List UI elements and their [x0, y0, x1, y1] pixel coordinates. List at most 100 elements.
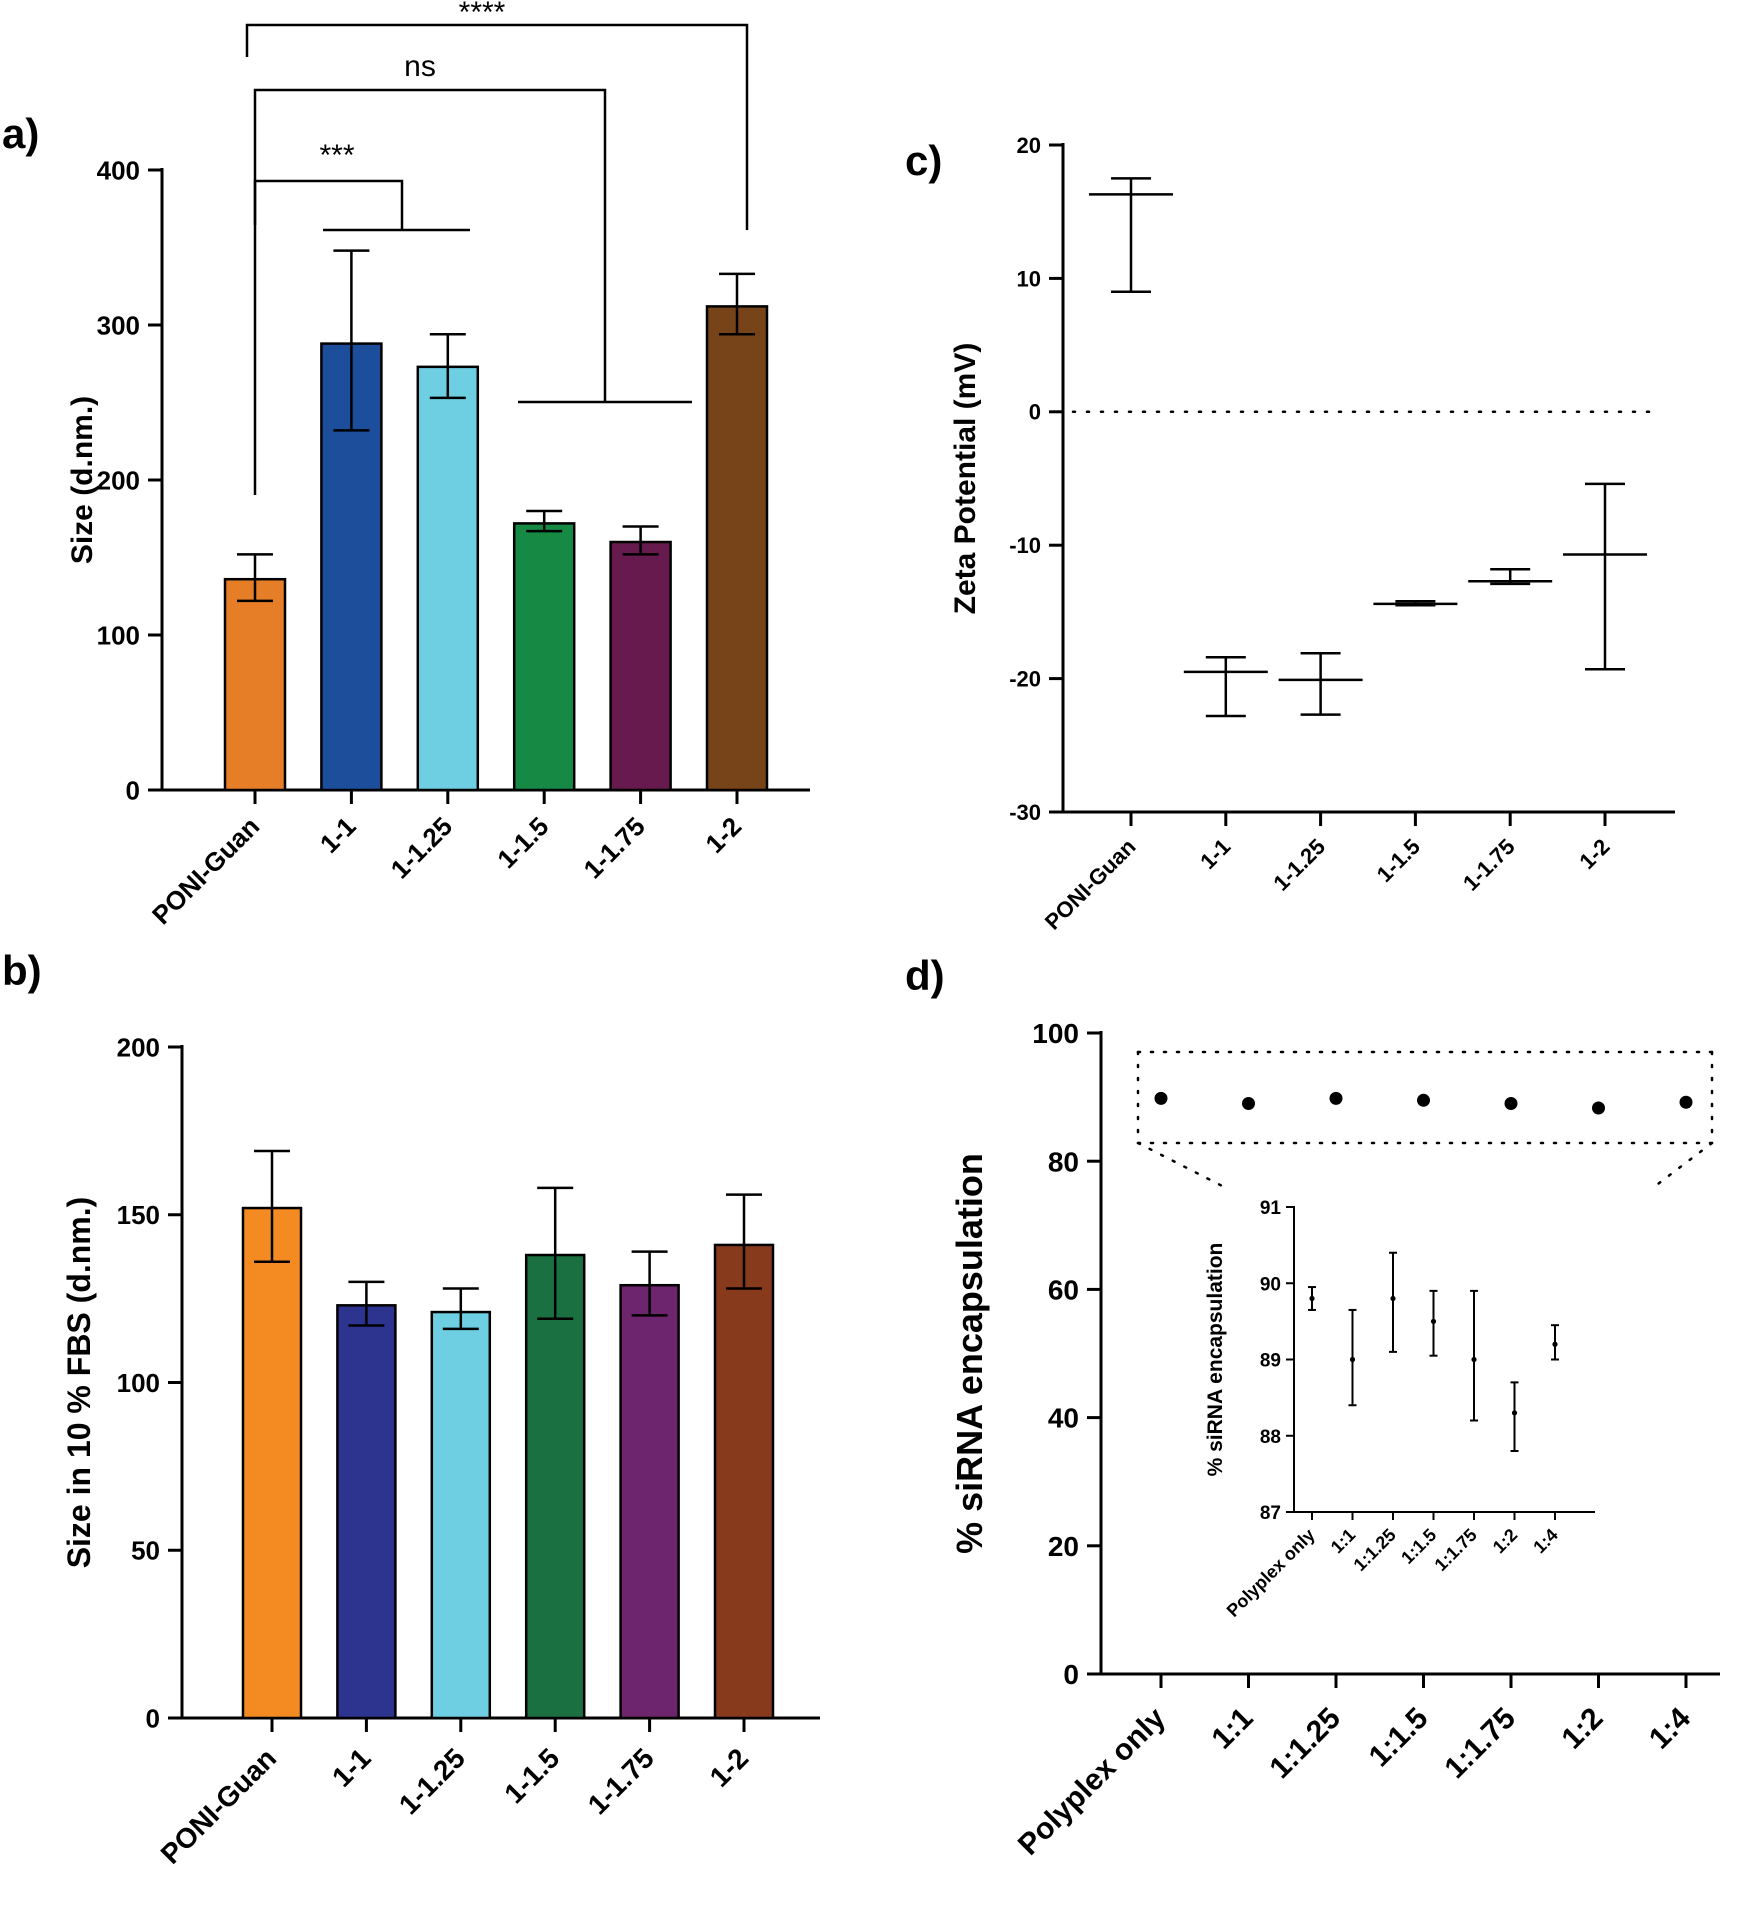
- x-tick-label: 1:1.5: [1363, 1702, 1435, 1774]
- inset-x-tick-label: 1:1: [1327, 1525, 1360, 1558]
- chart-a: 0 100 200 300 400 PONI-Guan 1-1 1-1.25 1-1.5 1-1.…: [66, 0, 810, 930]
- x-tick-label: 1-1.75: [577, 811, 650, 884]
- significance-brackets: *** ns ****: [245, 0, 749, 495]
- y-tick-label: -30: [1009, 800, 1041, 825]
- bracket-line: [245, 23, 749, 230]
- bracket-line: [253, 88, 607, 495]
- data-point: [1504, 1097, 1518, 1111]
- y-tick-label: 0: [146, 1703, 160, 1733]
- y-tick-label: 40: [1048, 1403, 1079, 1434]
- bar: [336, 1304, 397, 1720]
- x-tick-label: 1-1.75: [1458, 834, 1520, 896]
- bracket-line: [253, 179, 404, 230]
- y-tick-label: 0: [1063, 1659, 1079, 1690]
- panel-label-d: d): [905, 952, 945, 999]
- y-tick-label: 60: [1048, 1274, 1079, 1305]
- inset-x-tick-label: 1:4: [1529, 1525, 1562, 1558]
- x-tick-label: 1-1.5: [498, 1742, 565, 1809]
- x-tick-label: 1-1.25: [1268, 834, 1330, 896]
- x-tick-label: PONI-Guan: [146, 811, 265, 930]
- inset-data-point: [1511, 1410, 1518, 1416]
- x-tick-label: 1:2: [1555, 1702, 1609, 1756]
- y-tick-label: 300: [97, 310, 140, 340]
- x-tick-label: 1-2: [1574, 834, 1614, 874]
- y-tick-label: 20: [1048, 1531, 1079, 1562]
- x-tick-label: 1-2: [704, 1742, 755, 1793]
- inset-y-tick-label: 88: [1260, 1427, 1281, 1448]
- data-point: [1592, 1101, 1605, 1115]
- zoom-connector-left: [1136, 1141, 1232, 1192]
- y-tick-label: 100: [1032, 1018, 1079, 1049]
- significance-label: ns: [404, 50, 436, 83]
- x-tick-label: PONI-Guan: [1040, 834, 1141, 935]
- x-tick-label: 1:4: [1643, 1701, 1697, 1755]
- x-tick-label: 1-1: [1195, 834, 1235, 874]
- bar: [416, 365, 480, 792]
- y-tick-label: -10: [1009, 533, 1041, 558]
- inset-y-tick-label: 90: [1260, 1274, 1281, 1295]
- x-tick-label: PONI-Guan: [155, 1742, 283, 1870]
- inset-x-tick-label: Polyplex only: [1223, 1525, 1319, 1621]
- y-axis-title: Size (d.nm.): [66, 396, 99, 564]
- x-tick-label: 1-1.5: [1372, 834, 1425, 887]
- y-tick-label: 100: [117, 1368, 160, 1398]
- bar: [619, 1283, 680, 1720]
- bar: [713, 1243, 775, 1720]
- y-axis-title: Zeta Potential (mV): [949, 343, 982, 615]
- y-tick-label: 20: [1017, 133, 1041, 158]
- x-tick-label: 1-1: [314, 811, 362, 859]
- x-tick-label: 1-1.25: [393, 1742, 471, 1820]
- y-tick-label: 0: [126, 775, 140, 805]
- data-point: [1679, 1095, 1693, 1109]
- data-point: [1417, 1093, 1430, 1107]
- inset-x-tick-label: 1:1.25: [1350, 1525, 1400, 1575]
- panel-label-c: c): [905, 137, 942, 184]
- x-tick-label: 1-1.5: [491, 811, 554, 874]
- bar: [512, 522, 576, 792]
- chart-c: -30 -20 -10 0 10 20 PONI-Guan 1-1 1-1.25 1-1.5 1-1…: [949, 133, 1675, 935]
- x-tick-label: 1:1.75: [1438, 1702, 1521, 1785]
- y-tick-label: 50: [131, 1536, 160, 1566]
- y-tick-label: 150: [117, 1200, 160, 1230]
- data-point: [1242, 1097, 1255, 1111]
- y-tick-label: 200: [117, 1032, 160, 1062]
- bar: [241, 1206, 303, 1720]
- bar: [223, 577, 287, 792]
- y-tick-label: 80: [1048, 1146, 1079, 1177]
- data-point: [1154, 1091, 1168, 1105]
- y-tick-label: 10: [1017, 266, 1041, 291]
- inset-y-tick-label: 89: [1260, 1351, 1281, 1372]
- inset-data-point: [1349, 1356, 1356, 1363]
- y-axis-title: % siRNA encapsulation: [949, 1153, 990, 1554]
- bar: [609, 540, 672, 792]
- inset-x-tick-label: 1:1.75: [1431, 1525, 1481, 1575]
- y-tick-label: -20: [1009, 667, 1041, 692]
- inset-y-axis-title: % siRNA encapsulation: [1204, 1243, 1227, 1477]
- x-tick-label: 1:1: [1205, 1702, 1259, 1756]
- bar: [320, 342, 383, 792]
- inset-y-tick-label: 87: [1260, 1503, 1281, 1524]
- x-tick-label: 1-1: [326, 1742, 377, 1793]
- y-tick-label: 0: [1029, 400, 1041, 425]
- inset-data-point: [1471, 1356, 1477, 1363]
- y-tick-label: 400: [97, 155, 140, 185]
- x-tick-label: Polyplex only: [1012, 1701, 1172, 1861]
- x-tick-label: 1-1.75: [582, 1742, 660, 1820]
- bar: [705, 305, 769, 792]
- chart-b: 0 50 100 150 200 PONI-Guan 1-1 1-1.25 1-1.5 1-1.7…: [61, 1032, 820, 1870]
- inset-data-point: [1309, 1295, 1315, 1302]
- inset-data-point: [1390, 1295, 1396, 1302]
- panel-label-a: a): [2, 110, 39, 157]
- inset-data-point: [1552, 1341, 1558, 1347]
- x-tick-label: 1:1.25: [1263, 1702, 1346, 1785]
- x-tick-label: 1-2: [699, 811, 747, 859]
- zoom-indicator: [1136, 1050, 1714, 1192]
- inset-data-point: [1430, 1318, 1437, 1324]
- significance-label: ****: [459, 0, 506, 29]
- inset-y-tick-label: 91: [1260, 1198, 1282, 1219]
- data-point: [1329, 1091, 1343, 1105]
- y-tick-label: 200: [97, 465, 140, 495]
